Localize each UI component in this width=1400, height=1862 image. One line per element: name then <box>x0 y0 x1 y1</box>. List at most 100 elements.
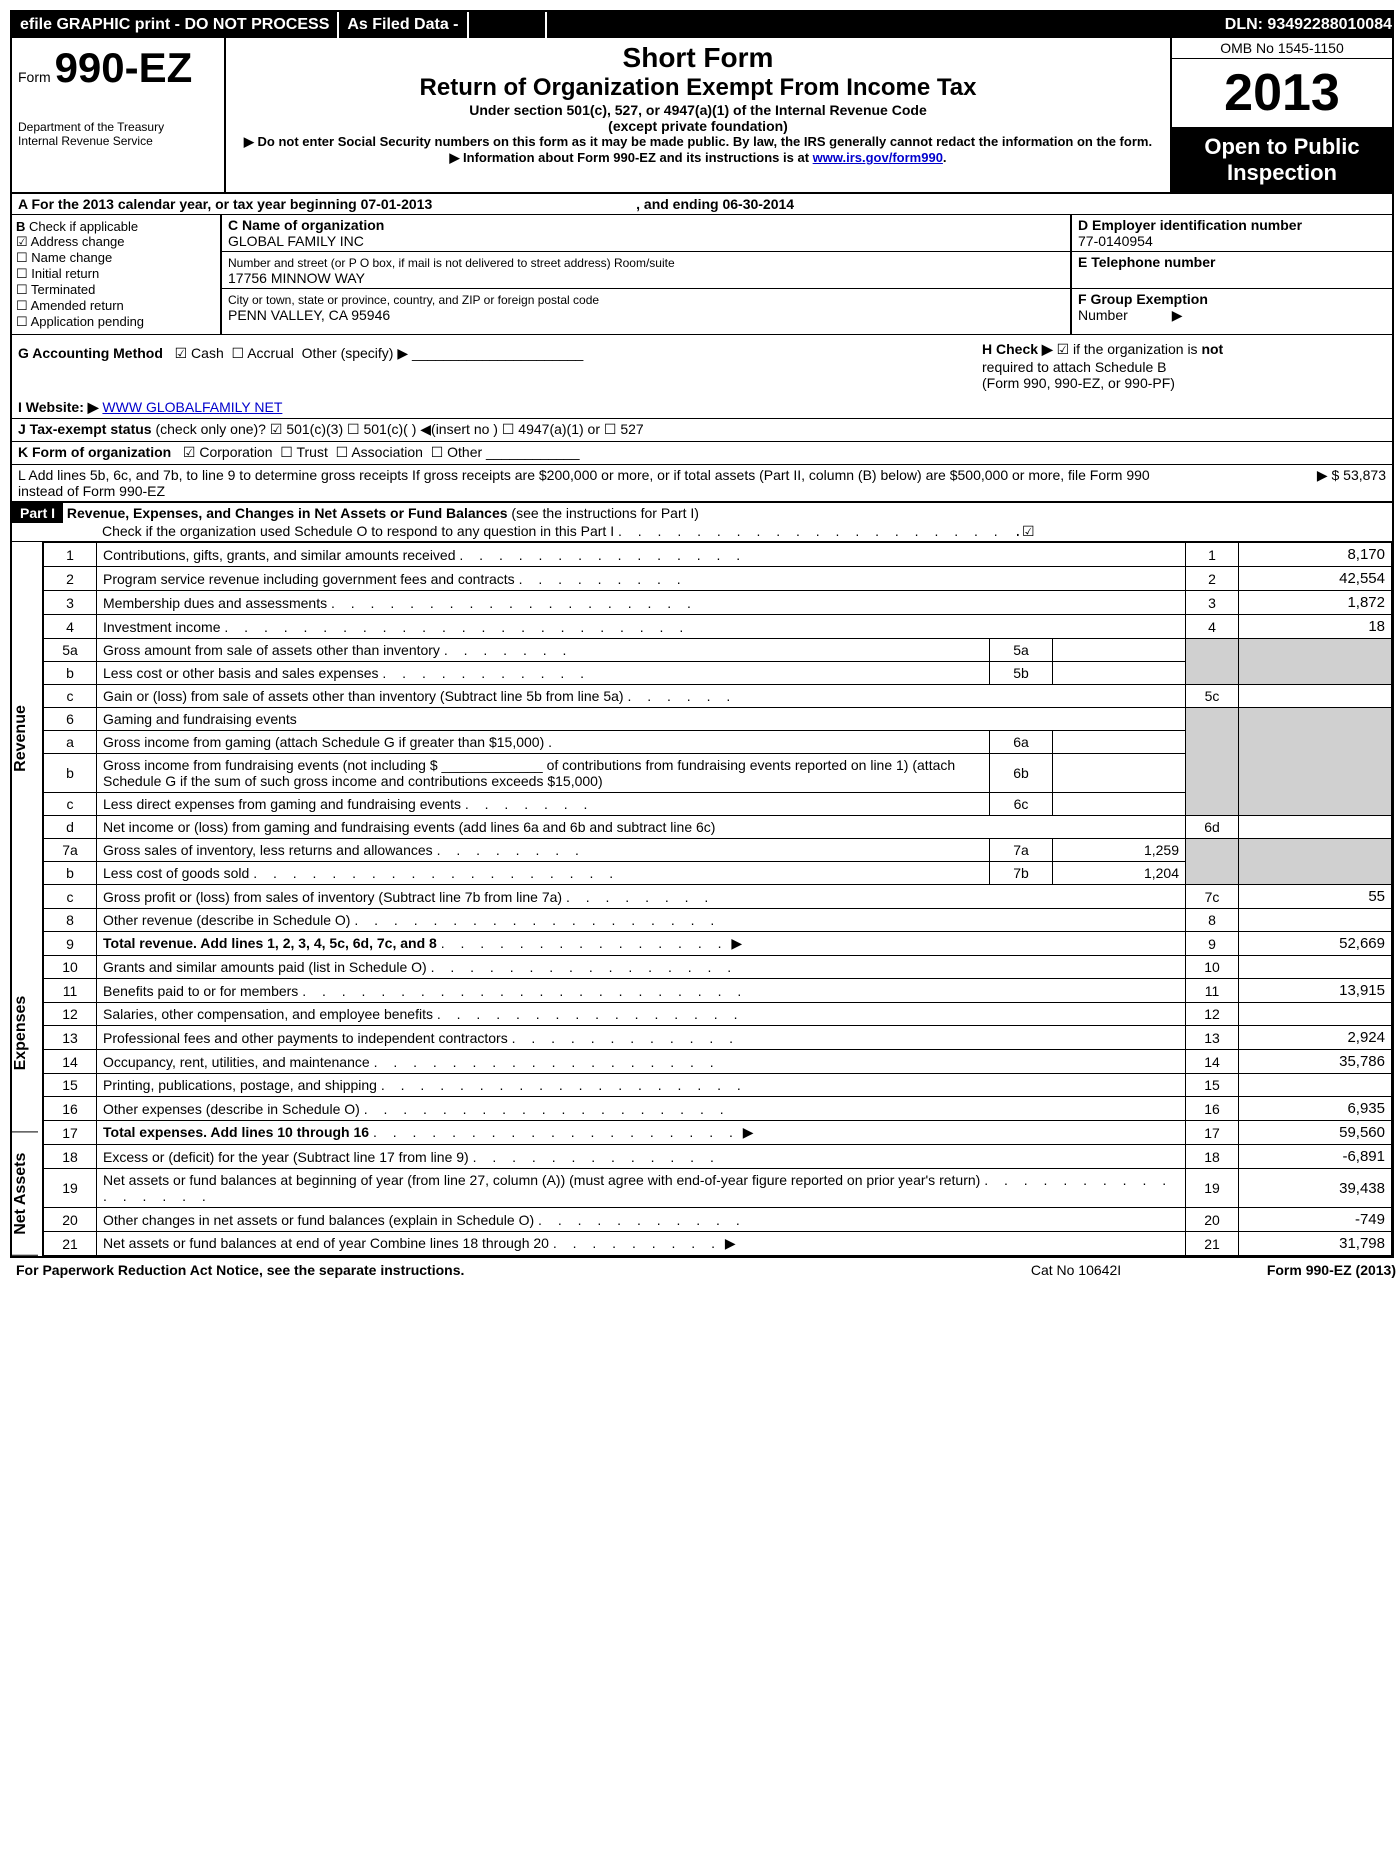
header-left: Form 990-EZ Department of the Treasury I… <box>12 38 226 192</box>
checkbox-pending[interactable]: ☐ <box>16 315 28 330</box>
city-label: City or town, state or province, country… <box>228 293 599 307</box>
col-DEF: D Employer identification number 77-0140… <box>1070 215 1392 334</box>
H-text2: required to attach Schedule B <box>982 359 1166 375</box>
B-check: Check if applicable <box>29 219 138 234</box>
checkbox-accrual[interactable]: ☐ <box>232 347 245 363</box>
G-row: G Accounting Method ☑ Cash ☐ Accrual Oth… <box>18 337 978 395</box>
section-I: I Website: ▶ WWW GLOBALFAMILY NET <box>12 397 1392 419</box>
checkbox-address[interactable]: ☑ <box>16 235 28 250</box>
checkbox-other[interactable]: ☐ <box>431 446 444 462</box>
d13: Professional fees and other payments to … <box>103 1030 508 1046</box>
H-text: if the organization is <box>1073 341 1198 357</box>
K-other: Other <box>447 444 482 460</box>
part1-header: Part I Revenue, Expenses, and Changes in… <box>12 503 1392 542</box>
d12: Salaries, other compensation, and employ… <box>103 1006 433 1022</box>
line-7c: cGross profit or (loss) from sales of in… <box>44 885 1392 909</box>
dept-irs: Internal Revenue Service <box>18 134 218 148</box>
other-spec: Other (specify) ▶ <box>302 345 408 361</box>
header-right: OMB No 1545-1150 2013 Open to Public Ins… <box>1172 38 1392 192</box>
checkbox-assoc[interactable]: ☐ <box>336 446 349 462</box>
part1-body: Revenue Expenses Net Assets 1Contributio… <box>12 542 1392 1256</box>
d5b: Less cost or other basis and sales expen… <box>103 665 379 681</box>
d7b: Less cost of goods sold <box>103 865 249 881</box>
part1-sub: (see the instructions for Part I) <box>511 505 699 521</box>
H-not: not <box>1201 341 1223 357</box>
checkbox-schedO[interactable]: .☑ <box>1014 525 1035 541</box>
checkbox-name[interactable]: ☐ <box>16 251 28 266</box>
checkbox-cash[interactable]: ☑ <box>175 347 188 363</box>
J-b: 501(c)( ) <box>363 421 416 437</box>
J-label: J Tax-exempt status <box>18 421 152 437</box>
form-number: 990-EZ <box>55 44 193 91</box>
E-label: E Telephone number <box>1078 254 1215 270</box>
street-label: Number and street (or P O box, if mail i… <box>228 256 675 270</box>
section-A: A For the 2013 calendar year, or tax yea… <box>12 194 1392 215</box>
F-arrow: ▶ <box>1172 307 1183 323</box>
checkbox-501c3[interactable]: ☑ <box>270 423 283 439</box>
checkbox-amended[interactable]: ☐ <box>16 299 28 314</box>
short-form: Short Form <box>236 42 1160 74</box>
d2: Program service revenue including govern… <box>103 571 515 587</box>
d8: Other revenue (describe in Schedule O) <box>103 912 350 928</box>
efile-notice: efile GRAPHIC print - DO NOT PROCESS <box>12 12 339 38</box>
F-label: F Group Exemption <box>1078 291 1208 307</box>
L-text: L Add lines 5b, 6c, and 7b, to line 9 to… <box>18 467 1186 499</box>
top-bar: efile GRAPHIC print - DO NOT PROCESS As … <box>12 12 1392 38</box>
line-1: 1Contributions, gifts, grants, and simil… <box>44 543 1392 567</box>
opt-name: Name change <box>31 250 112 265</box>
line-18: 18Excess or (deficit) for the year (Subt… <box>44 1145 1392 1169</box>
H-row: H Check ▶ ☑ if the organization is not r… <box>978 337 1386 395</box>
opt-initial: Initial return <box>31 266 99 281</box>
d14: Occupancy, rent, utilities, and maintena… <box>103 1054 370 1070</box>
asfiled-label: As Filed Data - <box>339 12 468 38</box>
street-val: 17756 MINNOW WAY <box>228 270 365 286</box>
K-trust: Trust <box>296 444 327 460</box>
checkbox-H[interactable]: ☑ <box>1057 343 1070 359</box>
line-15: 15Printing, publications, postage, and s… <box>44 1074 1392 1097</box>
line-6d: dNet income or (loss) from gaming and fu… <box>44 816 1392 839</box>
lines-container: 1Contributions, gifts, grants, and simil… <box>43 542 1392 1256</box>
city-val: PENN VALLEY, CA 95946 <box>228 307 390 323</box>
A-label: A For the 2013 calendar year, or tax yea… <box>18 196 432 212</box>
line-5c: cGain or (loss) from sale of assets othe… <box>44 685 1392 708</box>
J-d: 4947(a)(1) or <box>518 421 600 437</box>
d10: Grants and similar amounts paid (list in… <box>103 959 427 975</box>
line-14: 14Occupancy, rent, utilities, and mainte… <box>44 1050 1392 1074</box>
d5a: Gross amount from sale of assets other t… <box>103 642 440 658</box>
I-label: I Website: ▶ <box>18 399 99 415</box>
K-assoc: Association <box>351 444 423 460</box>
checkbox-trust[interactable]: ☐ <box>280 446 293 462</box>
A-ending: , and ending 06-30-2014 <box>636 196 794 212</box>
C-street-row: Number and street (or P O box, if mail i… <box>222 252 1070 289</box>
d19: Net assets or fund balances at beginning… <box>103 1172 980 1188</box>
form-990ez: efile GRAPHIC print - DO NOT PROCESS As … <box>10 10 1394 1258</box>
irs-link[interactable]: www.irs.gov/form990 <box>813 150 943 165</box>
line-20: 20Other changes in net assets or fund ba… <box>44 1208 1392 1232</box>
dln: DLN: 93492288010084 <box>1225 12 1392 38</box>
footer-left: For Paperwork Reduction Act Notice, see … <box>16 1262 976 1278</box>
d5c: Gain or (loss) from sale of assets other… <box>103 688 624 704</box>
d4: Investment income <box>103 619 221 635</box>
opt-pending: Application pending <box>31 314 144 329</box>
F-row: F Group Exemption Number ▶ <box>1072 289 1392 326</box>
checkbox-527[interactable]: ☐ <box>604 423 617 439</box>
K-corp: Corporation <box>199 444 272 460</box>
d17: Total expenses. Add lines 10 through 16 <box>103 1124 369 1140</box>
checkbox-4947[interactable]: ☐ <box>502 423 515 439</box>
open2: Inspection <box>1227 160 1337 185</box>
checkbox-terminated[interactable]: ☐ <box>16 283 28 298</box>
D-row: D Employer identification number 77-0140… <box>1072 215 1392 252</box>
checkbox-initial[interactable]: ☐ <box>16 267 28 282</box>
C-city-row: City or town, state or province, country… <box>222 289 1070 325</box>
dept-treasury: Department of the Treasury <box>18 120 218 134</box>
website-link[interactable]: WWW GLOBALFAMILY NET <box>102 399 282 415</box>
d6c: Less direct expenses from gaming and fun… <box>103 796 461 812</box>
d6a: Gross income from gaming (attach Schedul… <box>103 734 544 750</box>
d11: Benefits paid to or for members <box>103 983 298 999</box>
G-label: G Accounting Method <box>18 345 163 361</box>
K-label: K Form of organization <box>18 444 171 460</box>
checkbox-501c[interactable]: ☐ <box>347 423 360 439</box>
d18: Excess or (deficit) for the year (Subtra… <box>103 1149 469 1165</box>
part1-check: Check if the organization used Schedule … <box>102 523 614 539</box>
checkbox-corp[interactable]: ☑ <box>183 446 196 462</box>
